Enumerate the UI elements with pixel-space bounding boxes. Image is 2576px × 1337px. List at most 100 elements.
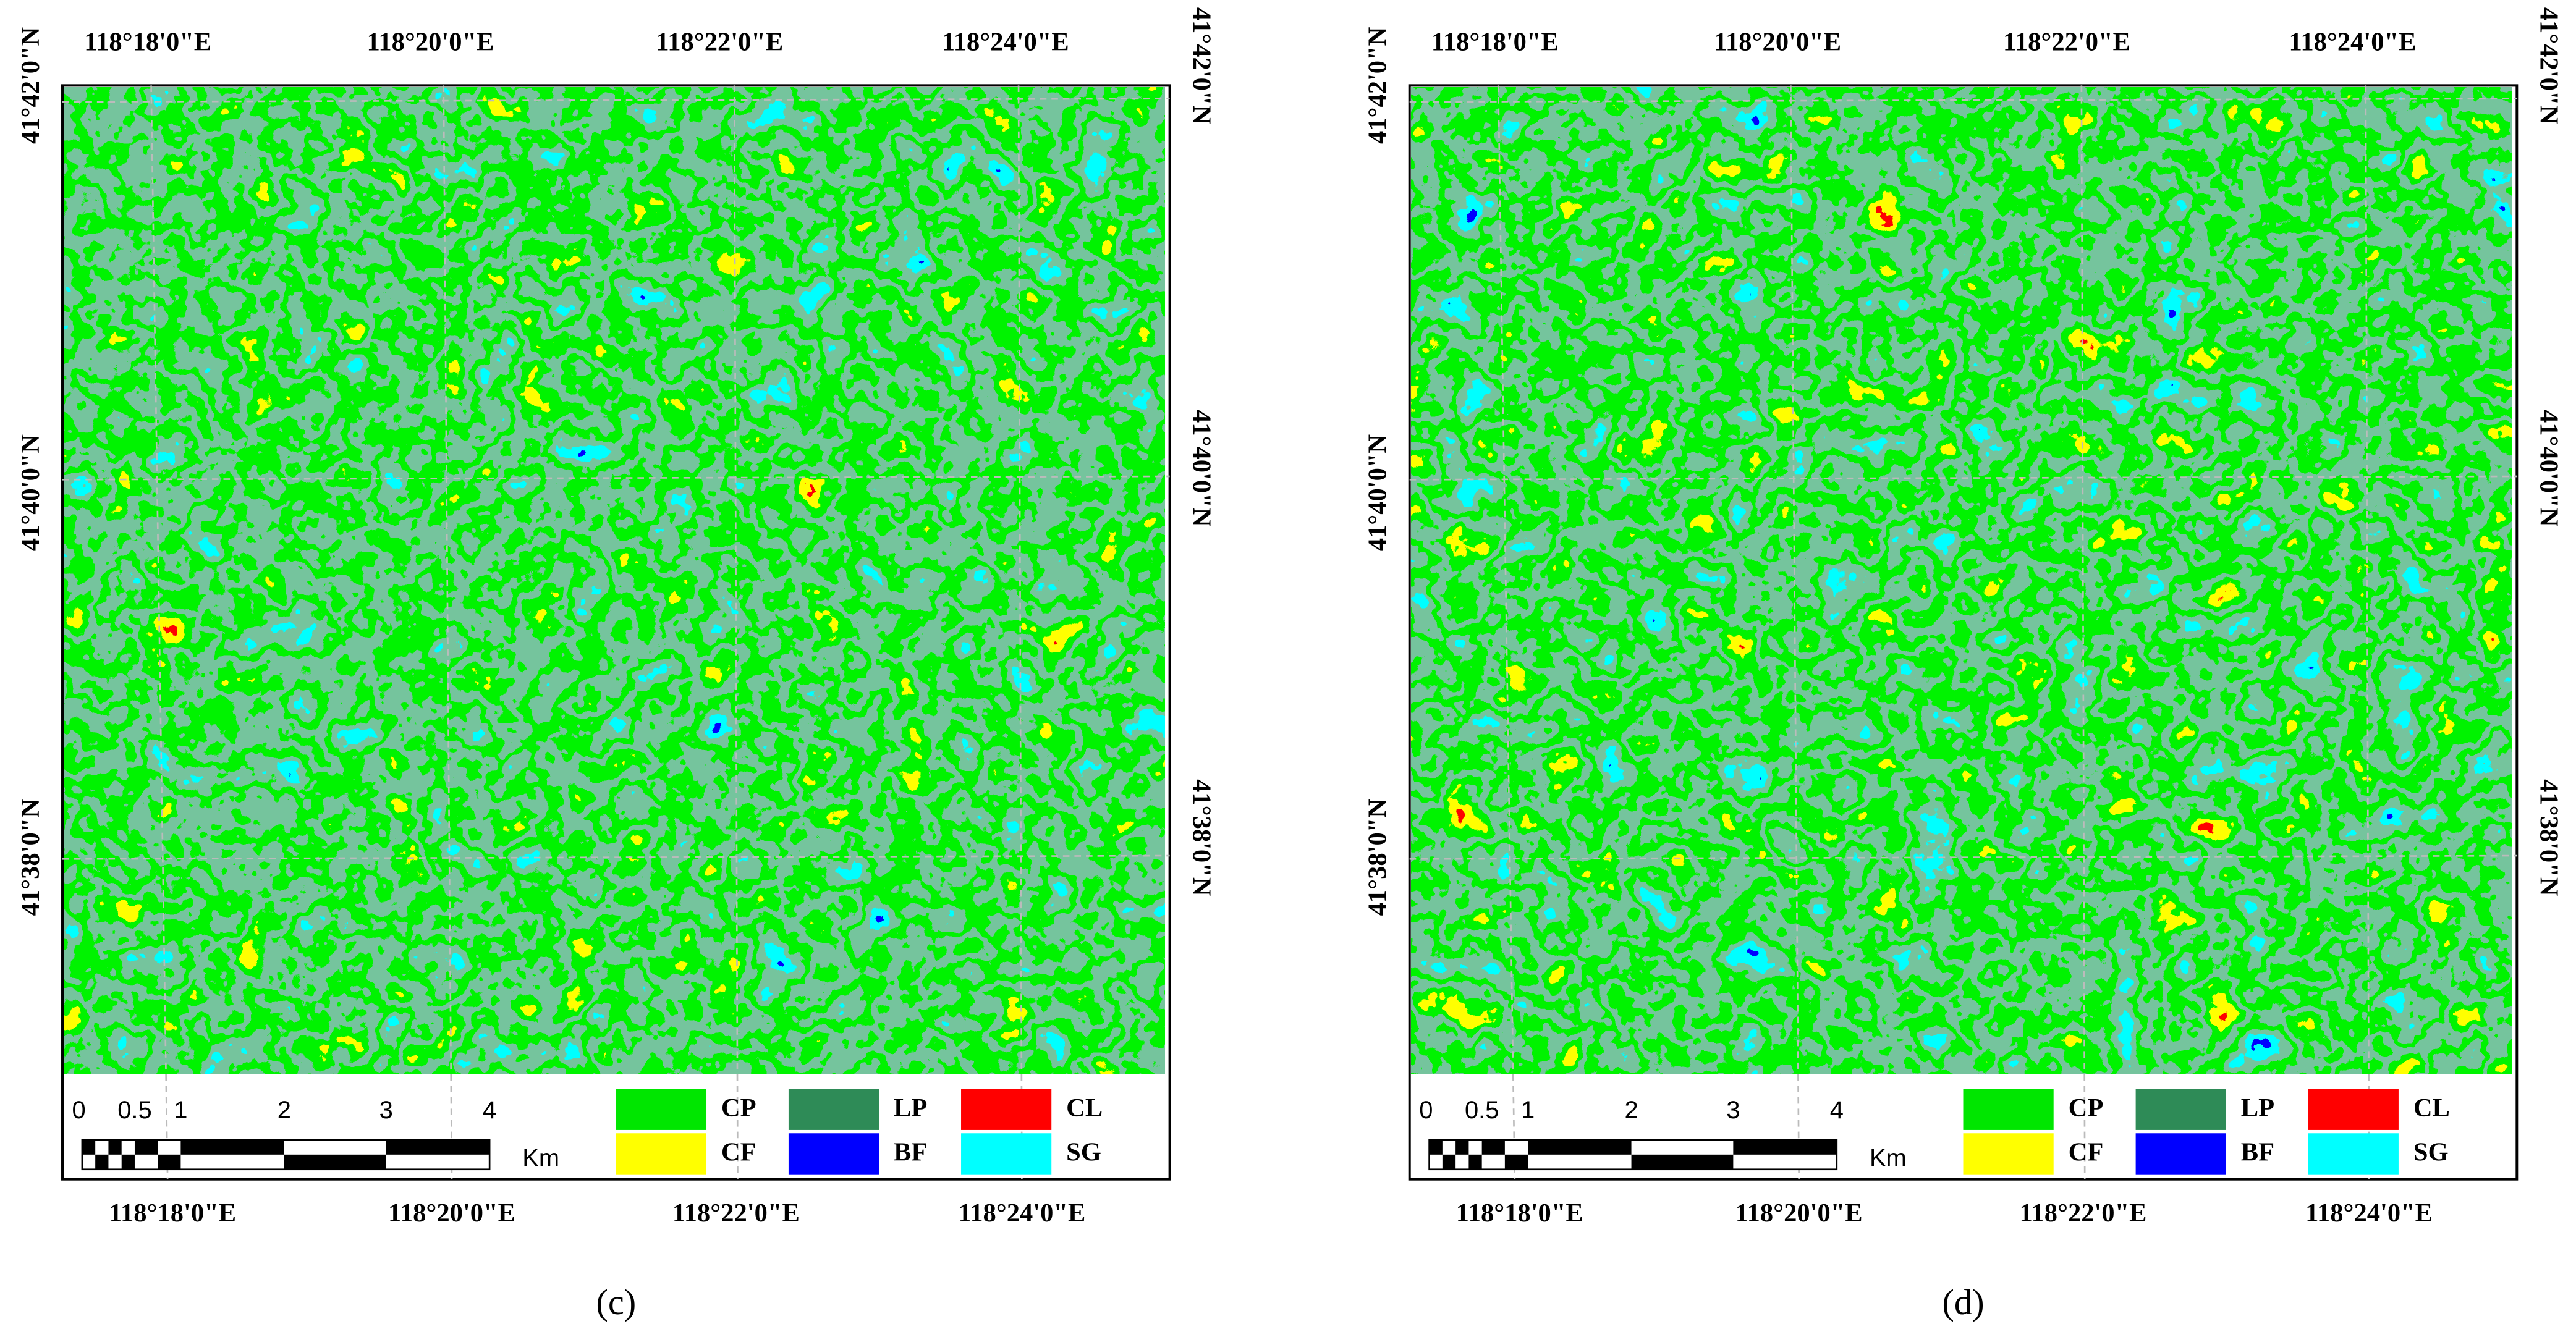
top-coordinate: 118°24'0"E xyxy=(2289,28,2416,57)
graticule-line xyxy=(62,98,1170,103)
legend-swatch xyxy=(2308,1133,2399,1175)
legend-swatch xyxy=(616,1089,707,1130)
top-coordinate: 118°20'0"E xyxy=(1714,28,1841,57)
map-panel: 118°18'0"E 118°20'0"E 118°22'0"E 118°24'0"E… xyxy=(1363,7,2564,1322)
scale-bar-segment xyxy=(134,1139,158,1155)
scale-bar-segment xyxy=(95,1154,109,1170)
graticule-line xyxy=(1790,85,1800,1179)
scale-label: 1 xyxy=(174,1097,187,1124)
left-coordinate: 41°42'0"N xyxy=(16,27,45,144)
scale-bar-segment xyxy=(82,1139,96,1155)
scale-bar-segment xyxy=(1468,1154,1482,1170)
bottom-coordinate: 118°20'0"E xyxy=(1735,1199,1863,1228)
scale-bar-segment xyxy=(386,1139,490,1155)
scale-unit: Km xyxy=(522,1144,559,1171)
graticule-line xyxy=(62,475,1170,481)
bottom-coordinate: 118°18'0"E xyxy=(1456,1199,1583,1228)
scale-bar-segment xyxy=(1455,1139,1469,1155)
left-coordinate: 41°38'0"N xyxy=(1363,799,1392,916)
scale-label: 3 xyxy=(379,1097,393,1124)
bottom-coordinate: 118°22'0"E xyxy=(2020,1199,2147,1228)
bottom-coordinate: 118°24'0"E xyxy=(2305,1199,2433,1228)
scale-bar-segment xyxy=(108,1139,122,1155)
scale-bar-segment xyxy=(1631,1154,1734,1170)
graticule-line xyxy=(1409,475,2517,481)
land-cover-map xyxy=(1411,87,2512,1074)
top-coordinate: 118°18'0"E xyxy=(1431,28,1559,57)
legend-swatch xyxy=(2308,1089,2399,1130)
legend-label: BF xyxy=(894,1138,927,1167)
right-coordinate: 41°42'0"N xyxy=(1187,7,1216,125)
scale-bar-segment xyxy=(1733,1139,1837,1155)
scale-label: 2 xyxy=(1624,1097,1638,1124)
top-coordinate: 118°22'0"E xyxy=(656,28,783,57)
legend-swatch xyxy=(616,1133,707,1175)
land-cover-map xyxy=(64,87,1165,1074)
graticule-line xyxy=(733,85,739,1179)
legend-label: LP xyxy=(894,1094,927,1123)
legend-label: LP xyxy=(2241,1094,2274,1123)
scale-unit: Km xyxy=(1870,1144,1907,1171)
right-coordinate: 41°42'0"N xyxy=(2534,7,2563,125)
graticule-line xyxy=(1409,854,2517,860)
graticule-line xyxy=(1017,85,1023,1179)
legend-label: SG xyxy=(2413,1138,2449,1167)
legend-label: BF xyxy=(2241,1138,2274,1167)
top-coordinate: 118°24'0"E xyxy=(942,28,1069,57)
right-coordinate: 41°40'0"N xyxy=(2534,410,2563,527)
panel-caption: (c) xyxy=(596,1282,636,1322)
scale-label: 0.5 xyxy=(117,1097,151,1124)
scale-bar-segment xyxy=(284,1154,386,1170)
graticule-line xyxy=(1409,98,2517,103)
scale-bar-segment xyxy=(180,1139,284,1155)
right-coordinate: 41°40'0"N xyxy=(1187,410,1216,527)
legend-swatch xyxy=(788,1133,879,1175)
bottom-coordinate: 118°18'0"E xyxy=(109,1199,236,1228)
scale-bar-segment xyxy=(1504,1154,1528,1170)
map-panel: 118°18'0"E 118°20'0"E 118°22'0"E 118°24'0"E… xyxy=(16,7,1216,1322)
bottom-coordinate: 118°20'0"E xyxy=(388,1199,515,1228)
top-coordinate: 118°22'0"E xyxy=(2003,28,2130,57)
left-coordinate: 41°42'0"N xyxy=(1363,27,1392,144)
graticule-line xyxy=(62,854,1170,860)
legend-label: CF xyxy=(2069,1138,2104,1167)
graticule-line xyxy=(443,85,453,1179)
graticule-line xyxy=(150,85,169,1179)
legend-label: SG xyxy=(1066,1138,1101,1167)
legend-swatch xyxy=(961,1089,1052,1130)
scale-label: 3 xyxy=(1726,1097,1740,1124)
legend-label: CP xyxy=(721,1094,756,1123)
legend-label: CL xyxy=(2413,1094,2450,1123)
left-coordinate: 41°40'0"N xyxy=(16,434,45,552)
scale-bar-segment xyxy=(121,1154,135,1170)
graticule-line xyxy=(1497,85,1516,1179)
bottom-coordinate: 118°22'0"E xyxy=(672,1199,800,1228)
legend-swatch xyxy=(961,1133,1052,1175)
top-coordinate: 118°18'0"E xyxy=(84,28,211,57)
scale-bar-segment xyxy=(1429,1139,1443,1155)
legend-swatch xyxy=(2135,1089,2226,1130)
legend-swatch xyxy=(1963,1089,2054,1130)
legend-swatch xyxy=(788,1089,879,1130)
right-coordinate: 41°38'0"N xyxy=(2534,779,2563,896)
left-coordinate: 41°38'0"N xyxy=(16,799,45,916)
legend-label: CP xyxy=(2069,1094,2104,1123)
scale-label: 2 xyxy=(278,1097,291,1124)
scale-bar-segment xyxy=(1528,1139,1632,1155)
left-coordinate: 41°40'0"N xyxy=(1363,434,1392,552)
scale-label: 0.5 xyxy=(1465,1097,1499,1124)
legend-label: CL xyxy=(1066,1094,1103,1123)
scale-label: 4 xyxy=(483,1097,496,1124)
bottom-coordinate: 118°24'0"E xyxy=(958,1199,1085,1228)
scale-label: 4 xyxy=(1830,1097,1844,1124)
scale-label: 0 xyxy=(72,1097,86,1124)
legend-swatch xyxy=(2135,1133,2226,1175)
top-coordinate: 118°20'0"E xyxy=(366,28,494,57)
graticule-line xyxy=(2080,85,2086,1179)
scale-bar-segment xyxy=(1442,1154,1456,1170)
legend-label: CF xyxy=(721,1138,756,1167)
scale-bar-segment xyxy=(1481,1139,1505,1155)
scale-bar-segment xyxy=(158,1154,181,1170)
graticule-line xyxy=(2365,85,2370,1179)
